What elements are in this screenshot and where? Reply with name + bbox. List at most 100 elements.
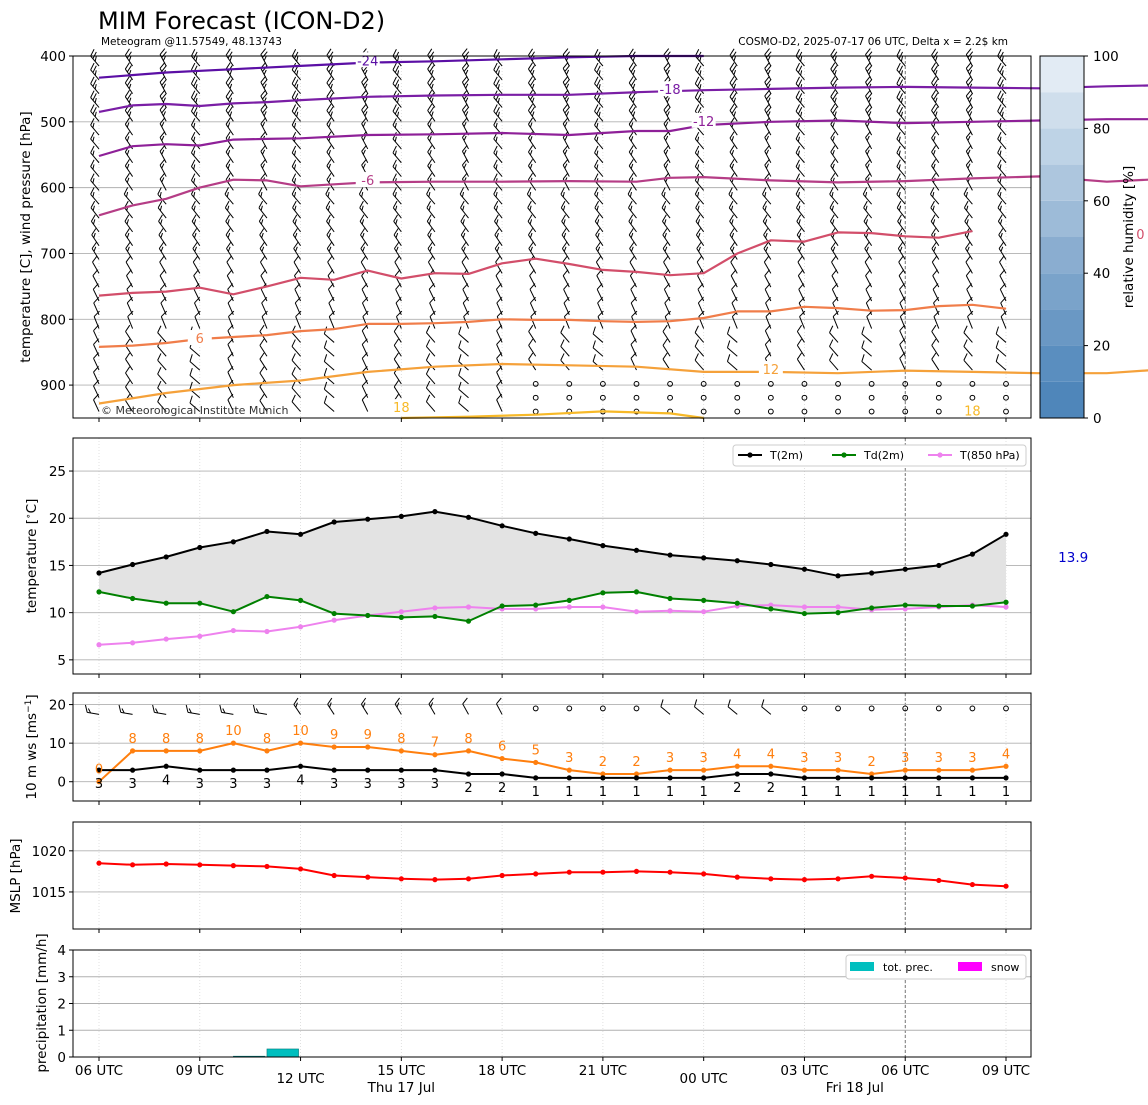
- barb-feather: [598, 84, 601, 90]
- barb-staff: [461, 261, 469, 274]
- barb-feather: [261, 296, 268, 304]
- barb-feather: [528, 324, 534, 332]
- barb-feather: [226, 241, 232, 249]
- wind-barb: [664, 310, 671, 329]
- barb-staff: [898, 261, 906, 274]
- barb-feather: [999, 93, 1004, 101]
- barb-feather: [764, 158, 770, 166]
- barb-feather: [529, 191, 532, 198]
- barb-feather: [562, 255, 568, 263]
- barb-feather: [323, 395, 328, 404]
- barb-feather: [594, 76, 599, 84]
- wind-barb: [394, 697, 402, 715]
- series-line-0-point: [432, 509, 438, 515]
- barb-staff: [324, 388, 335, 399]
- wind-barb: [695, 228, 705, 246]
- barb-feather: [159, 131, 166, 138]
- barb-staff: [630, 330, 637, 343]
- wind-series-1-point: [566, 775, 572, 781]
- wind-barb: [729, 214, 738, 233]
- barb-staff: [528, 248, 537, 260]
- wind-barb: [795, 76, 805, 94]
- barb-feather: [126, 177, 130, 183]
- barb-feather: [393, 214, 399, 222]
- barb-feather: [697, 150, 700, 156]
- mslp-line-point: [365, 874, 371, 880]
- series-line-0-point: [533, 530, 539, 536]
- barb-feather: [431, 111, 434, 117]
- wind-barb: [765, 310, 772, 329]
- barb-feather: [898, 150, 901, 156]
- barb-feather: [726, 326, 731, 335]
- barb-feather: [863, 200, 868, 209]
- wind-barb: [729, 90, 738, 108]
- wind-barb: [931, 241, 940, 260]
- wind-barb: [157, 325, 167, 343]
- barb-feather: [495, 65, 500, 73]
- wind-barb: [763, 241, 772, 260]
- barb-staff: [496, 399, 503, 412]
- precipitation-bars: [233, 1048, 299, 1058]
- series-line-2-point: [331, 617, 337, 623]
- y-tick-label: 20: [49, 511, 66, 527]
- wind-barb: [931, 159, 940, 177]
- barb-staff: [731, 316, 738, 329]
- wind-series-0-point: [331, 744, 337, 750]
- calm-marker: [532, 705, 539, 712]
- speed-value-label: 1: [935, 785, 943, 800]
- barb-feather: [362, 121, 366, 127]
- barb-feather: [90, 118, 95, 126]
- barb-feather: [866, 106, 873, 114]
- wind-barb: [124, 172, 134, 191]
- barb-feather: [93, 338, 99, 345]
- barb-feather: [832, 163, 835, 169]
- barb-feather: [764, 352, 771, 359]
- wind-barb: [965, 48, 974, 67]
- series-line-0-point: [297, 531, 304, 537]
- barb-feather: [1000, 246, 1004, 252]
- barb-feather: [461, 241, 467, 249]
- barb-feather: [259, 228, 265, 236]
- barb-staff: [764, 344, 772, 357]
- barb-feather: [666, 97, 670, 103]
- wind-barb: [561, 241, 570, 260]
- barb-staff: [897, 248, 906, 260]
- wind-barb: [326, 62, 335, 81]
- barb-feather: [730, 205, 734, 211]
- barb-feather: [767, 55, 771, 61]
- barb-staff: [189, 402, 201, 412]
- barb-staff: [594, 152, 604, 164]
- barb-feather: [293, 241, 299, 249]
- y-tick-label: 900: [40, 378, 66, 394]
- barb-staff: [630, 358, 637, 371]
- barb-staff: [158, 221, 167, 233]
- calm-marker: [902, 705, 909, 712]
- barb-staff: [191, 124, 201, 136]
- barb-feather: [865, 75, 871, 83]
- wind-barb: [729, 117, 738, 136]
- wind-barb: [930, 214, 940, 233]
- wind-series-0-point: [230, 740, 236, 746]
- wind-barb: [260, 158, 268, 177]
- barb-staff: [830, 234, 839, 246]
- barb-staff: [965, 164, 973, 177]
- barb-feather: [694, 353, 699, 361]
- barb-feather: [294, 283, 301, 290]
- barb-feather: [896, 104, 901, 112]
- barb-staff: [795, 152, 805, 164]
- series-line-0-point: [1003, 531, 1009, 537]
- calm-marker: [868, 381, 875, 387]
- y-tick-label: 0: [57, 1050, 66, 1066]
- barb-feather: [629, 191, 632, 198]
- wind-barb: [362, 310, 369, 329]
- legend-label: Td(2m): [863, 449, 904, 462]
- legend-label: tot. prec.: [883, 961, 933, 974]
- contour-label-bg: [389, 399, 414, 415]
- series-line-2-point: [432, 605, 438, 611]
- barb-feather: [128, 111, 132, 117]
- barb-feather: [998, 228, 1004, 236]
- barb-feather: [394, 697, 401, 705]
- series-line-1-point: [230, 609, 236, 615]
- wind-barb: [528, 62, 537, 81]
- barb-feather: [193, 205, 196, 211]
